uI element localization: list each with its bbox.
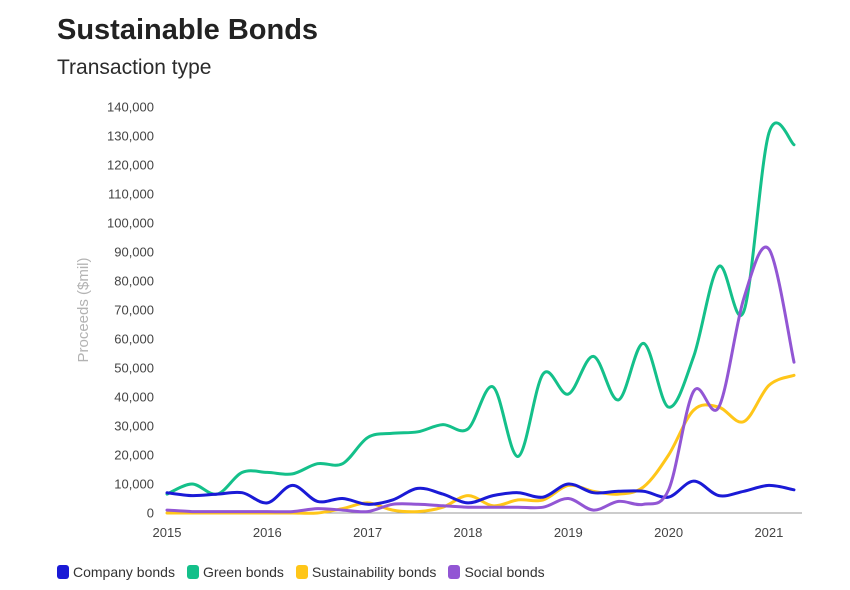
legend-item: Green bonds — [186, 564, 284, 580]
y-tick-label: 120,000 — [107, 158, 154, 173]
y-tick-label: 20,000 — [114, 448, 154, 463]
y-tick-label: 130,000 — [107, 129, 154, 144]
y-tick-label: 110,000 — [108, 187, 154, 202]
legend-label: Social bonds — [464, 564, 545, 580]
x-tick-label: 2020 — [654, 525, 683, 540]
legend-swatch — [448, 565, 461, 579]
legend-swatch — [295, 565, 308, 579]
y-tick-label: 0 — [147, 506, 154, 521]
legend-label: Company bonds — [73, 564, 175, 580]
series-line-company-bonds — [165, 479, 796, 506]
series-line-social-bonds — [165, 245, 796, 514]
y-tick-label: 70,000 — [114, 303, 154, 318]
y-tick-label: 140,000 — [107, 100, 154, 115]
legend-label: Sustainability bonds — [311, 564, 437, 580]
series-lines — [165, 121, 796, 515]
legend-swatch — [57, 565, 69, 579]
x-tick-label: 2019 — [554, 525, 583, 540]
x-tick-label: 2015 — [153, 525, 182, 540]
y-tick-label: 50,000 — [114, 361, 154, 376]
series-line-sustainability-bonds — [165, 373, 796, 515]
series-line-green-bonds — [165, 121, 796, 496]
y-tick-label: 80,000 — [114, 274, 154, 289]
chart-title: Sustainable Bonds — [57, 14, 319, 46]
y-tick-label: 10,000 — [114, 477, 154, 492]
legend-item: Sustainability bonds — [295, 564, 437, 580]
x-axis-ticks: 2015 2016 2017 2018 2019 2020 2021 — [153, 525, 784, 540]
y-tick-label: 100,000 — [107, 216, 154, 231]
y-tick-label: 90,000 — [114, 245, 154, 260]
chart-subtitle: Transaction type — [57, 56, 212, 79]
legend-item: Social bonds — [448, 564, 545, 580]
y-tick-label: 40,000 — [114, 390, 154, 405]
y-axis-ticks: 0 10,000 20,000 30,000 40,000 50,000 60,000 70,… — [107, 100, 154, 521]
y-tick-label: 30,000 — [114, 419, 154, 434]
legend: Company bonds Green bonds Sustainability b… — [57, 564, 545, 580]
y-tick-label: 60,000 — [114, 332, 154, 347]
legend-item: Company bonds — [57, 564, 175, 580]
line-chart: 0 10,000 20,000 30,000 40,000 50,000 60,000 70,… — [75, 100, 802, 540]
legend-swatch — [186, 565, 199, 579]
y-axis-label: Proceeds ($mil) — [75, 257, 92, 362]
x-tick-label: 2021 — [754, 525, 783, 540]
x-tick-label: 2017 — [353, 525, 382, 540]
x-tick-label: 2018 — [453, 525, 482, 540]
x-tick-label: 2016 — [253, 525, 282, 540]
legend-label: Green bonds — [202, 564, 284, 580]
